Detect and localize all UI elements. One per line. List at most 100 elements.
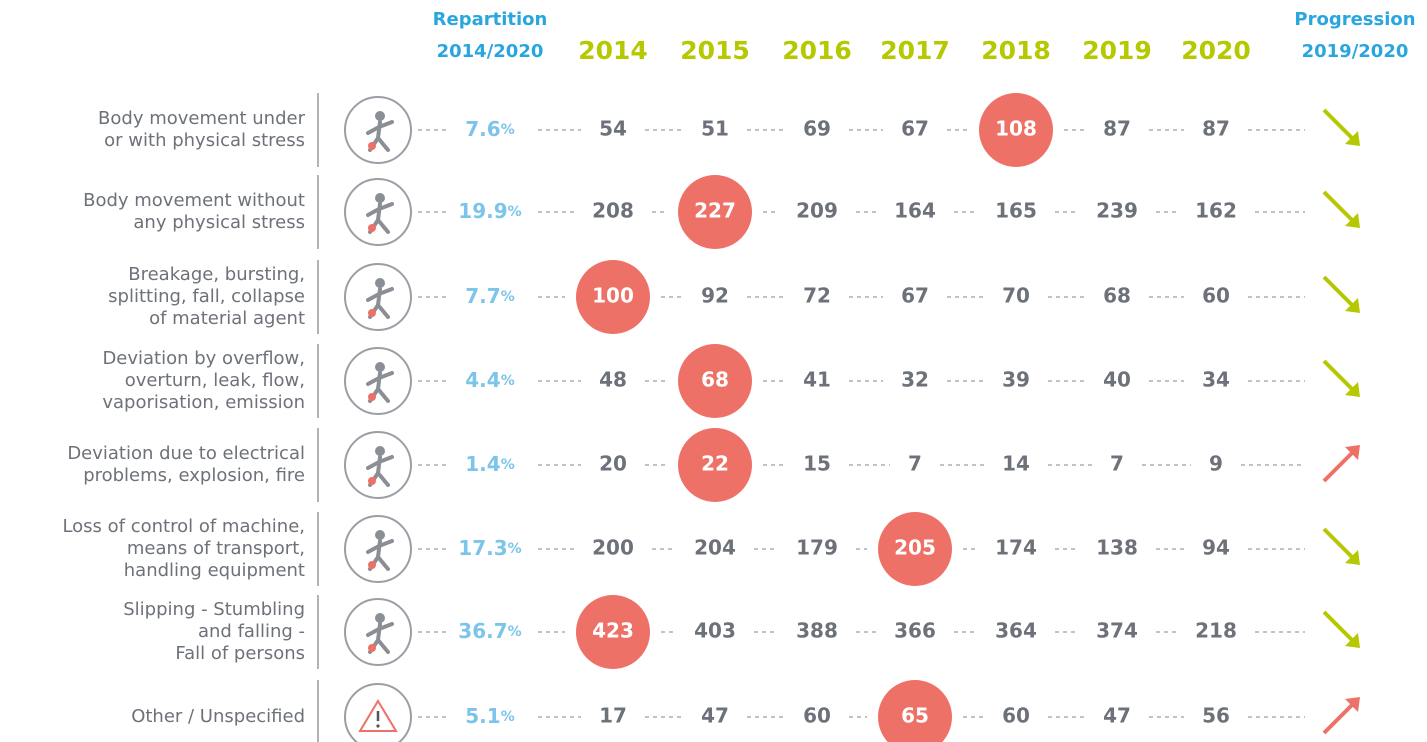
trend-arrow: [1322, 610, 1356, 644]
icon: [375, 111, 385, 121]
value: 68: [701, 368, 729, 392]
icon: [344, 96, 412, 164]
year-header: 2014: [578, 36, 648, 65]
icon: [344, 598, 412, 666]
share-unit: %: [501, 709, 515, 725]
value: 41: [803, 368, 831, 392]
header-label: 2014/2020: [437, 41, 544, 62]
highlight: [678, 344, 752, 418]
value: 7: [908, 452, 922, 476]
icon: [366, 287, 394, 319]
value: 108: [995, 117, 1037, 141]
icon: [375, 446, 385, 456]
share: 1.4%: [465, 452, 514, 476]
icon: [375, 362, 385, 372]
trend-arrow: [1345, 382, 1360, 397]
share-unit: %: [501, 457, 515, 473]
row-label: Loss of control of machine,: [62, 516, 305, 537]
year-header: 2015: [680, 36, 750, 65]
row-label: Fall of persons: [175, 643, 305, 664]
share: 19.9%: [458, 199, 521, 223]
value: 138: [1096, 536, 1138, 560]
row-label: Body movement without: [83, 190, 305, 211]
row-label: and falling -: [198, 621, 305, 642]
header-label: 2019/2020: [1302, 41, 1409, 62]
share: 17.3%: [458, 536, 521, 560]
value: 205: [894, 536, 936, 560]
trend-arrow: [1322, 190, 1356, 224]
value: 14: [1002, 452, 1030, 476]
icon: [368, 561, 376, 569]
value: 423: [592, 619, 634, 643]
highlight: [678, 428, 752, 502]
value: 364: [995, 619, 1037, 643]
year-header: 2019: [1082, 36, 1152, 65]
share-value: 17.3: [458, 536, 507, 560]
year-header: 2020: [1181, 36, 1251, 65]
trend-arrow: [1322, 527, 1356, 561]
highlight: [576, 260, 650, 334]
icon: [366, 202, 394, 234]
value: 374: [1096, 619, 1138, 643]
value: 179: [796, 536, 838, 560]
value: 48: [599, 368, 627, 392]
icon: [366, 120, 394, 152]
trend-arrow: [1345, 697, 1360, 712]
value: 15: [803, 452, 831, 476]
share-value: 4.4: [465, 368, 500, 392]
share: 7.6%: [465, 117, 514, 141]
trend-arrow: [1322, 449, 1356, 483]
value: 65: [901, 704, 929, 728]
row-label: or with physical stress: [104, 130, 305, 151]
icon: [375, 530, 385, 540]
icon: [344, 431, 412, 499]
icon: [366, 455, 394, 487]
icon: [368, 224, 376, 232]
value: 40: [1103, 368, 1131, 392]
value: 204: [694, 536, 736, 560]
row-label: problems, explosion, fire: [83, 465, 305, 486]
share-unit: %: [508, 624, 522, 640]
year-header: 2017: [880, 36, 950, 65]
icon: [344, 263, 412, 331]
icon: [368, 309, 376, 317]
value: 200: [592, 536, 634, 560]
value: 67: [901, 117, 929, 141]
row-label: means of transport,: [127, 538, 305, 559]
year-header: 2018: [981, 36, 1051, 65]
icon: [368, 142, 376, 150]
row-label: of material agent: [149, 308, 305, 329]
value: 34: [1202, 368, 1230, 392]
row-label: Slipping - Stumbling: [123, 599, 305, 620]
value: 227: [694, 199, 736, 223]
highlight: [878, 512, 952, 586]
value: 87: [1202, 117, 1230, 141]
value: 60: [1202, 284, 1230, 308]
value: 208: [592, 199, 634, 223]
share-unit: %: [508, 204, 522, 220]
row-label: splitting, fall, collapse: [108, 286, 305, 307]
value: 403: [694, 619, 736, 643]
trend-arrow: [1345, 633, 1360, 648]
row-label: Deviation by overflow,: [102, 348, 305, 369]
icon: [368, 393, 376, 401]
icon: [376, 724, 380, 728]
value: 68: [1103, 284, 1131, 308]
row-label: Body movement under: [98, 108, 306, 129]
trend-arrow: [1345, 550, 1360, 565]
share-unit: %: [501, 289, 515, 305]
icon: [375, 193, 385, 203]
value: 239: [1096, 199, 1138, 223]
value: 100: [592, 284, 634, 308]
value: 69: [803, 117, 831, 141]
icon: [358, 699, 398, 732]
value: 92: [701, 284, 729, 308]
share-value: 1.4: [465, 452, 500, 476]
value: 47: [1103, 704, 1131, 728]
share: 7.7%: [465, 284, 514, 308]
value: 20: [599, 452, 627, 476]
value: 17: [599, 704, 627, 728]
share-unit: %: [501, 373, 515, 389]
header-label: Repartition: [433, 9, 548, 30]
value: 47: [701, 704, 729, 728]
